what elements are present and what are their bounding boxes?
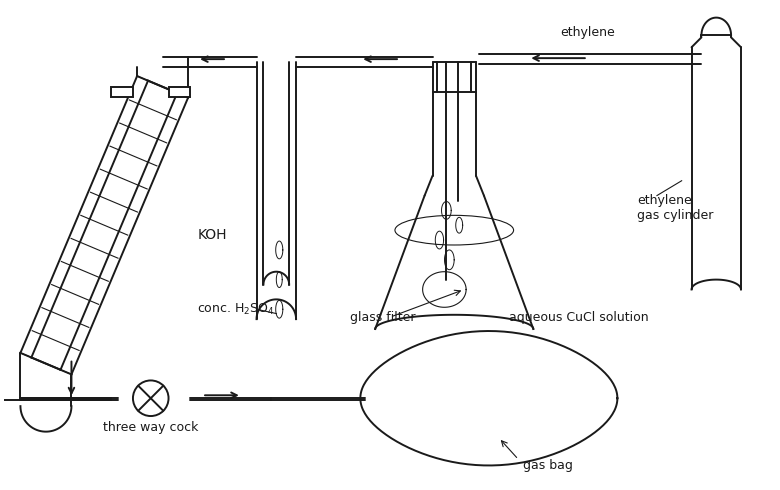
Bar [112,87,133,97]
Bar [168,87,190,97]
Text: gas cylinder: gas cylinder [637,209,714,222]
Text: ethylene: ethylene [637,194,692,207]
Text: gas bag: gas bag [523,459,573,472]
Text: conc. H$_2$SO$_4$: conc. H$_2$SO$_4$ [197,302,275,317]
Text: aqueous CuCl solution: aqueous CuCl solution [509,311,648,324]
Text: glass filter: glass filter [350,311,416,324]
Text: KOH: KOH [197,228,227,242]
Text: three way cock: three way cock [103,421,198,435]
Text: ethylene: ethylene [560,26,615,39]
